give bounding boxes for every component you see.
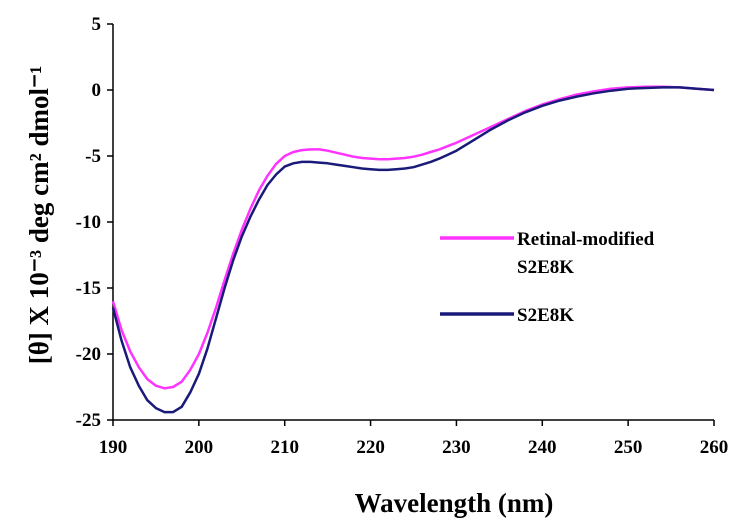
y-axis-title: [θ] X 10⁻³ deg cm² dmol⁻¹ [24,66,54,365]
x-tick-label: 230 [442,437,471,458]
x-tick-label: 210 [270,437,299,458]
x-tick-label: 250 [614,437,643,458]
x-tick-label: 200 [185,437,214,458]
y-tick-label: 0 [92,80,102,101]
x-tick-label: 260 [700,437,729,458]
y-tick-label: 5 [92,14,102,35]
axes: 5 0 -5 -10 -15 -20 -25 190 200 210 220 230 240 250 26… [76,14,729,458]
legend-label: S2E8K [517,305,574,326]
y-tick-label: -20 [76,344,101,365]
series-line-retinal-modified-s2e8k [111,85,715,390]
x-tick-label: 240 [528,437,557,458]
y-tick-label: -15 [76,278,101,299]
x-axis-title: Wavelength (nm) [355,488,554,518]
y-tick-label: -5 [85,146,101,167]
y-tick-label: -10 [76,212,101,233]
x-tick-label: 190 [99,437,128,458]
legend-label: S2E8K [517,257,574,278]
legend-label: Retinal-modified [517,229,655,250]
y-ticks: 5 0 -5 -10 -15 -20 -25 [76,14,113,431]
y-tick-label: -25 [76,410,101,431]
series-layer [111,85,715,414]
series-line-s2e8k [111,86,715,414]
legend: Retinal-modified S2E8K S2E8K [440,229,655,326]
x-tick-label: 220 [356,437,385,458]
x-ticks: 190 200 210 220 230 240 250 260 [99,420,729,458]
